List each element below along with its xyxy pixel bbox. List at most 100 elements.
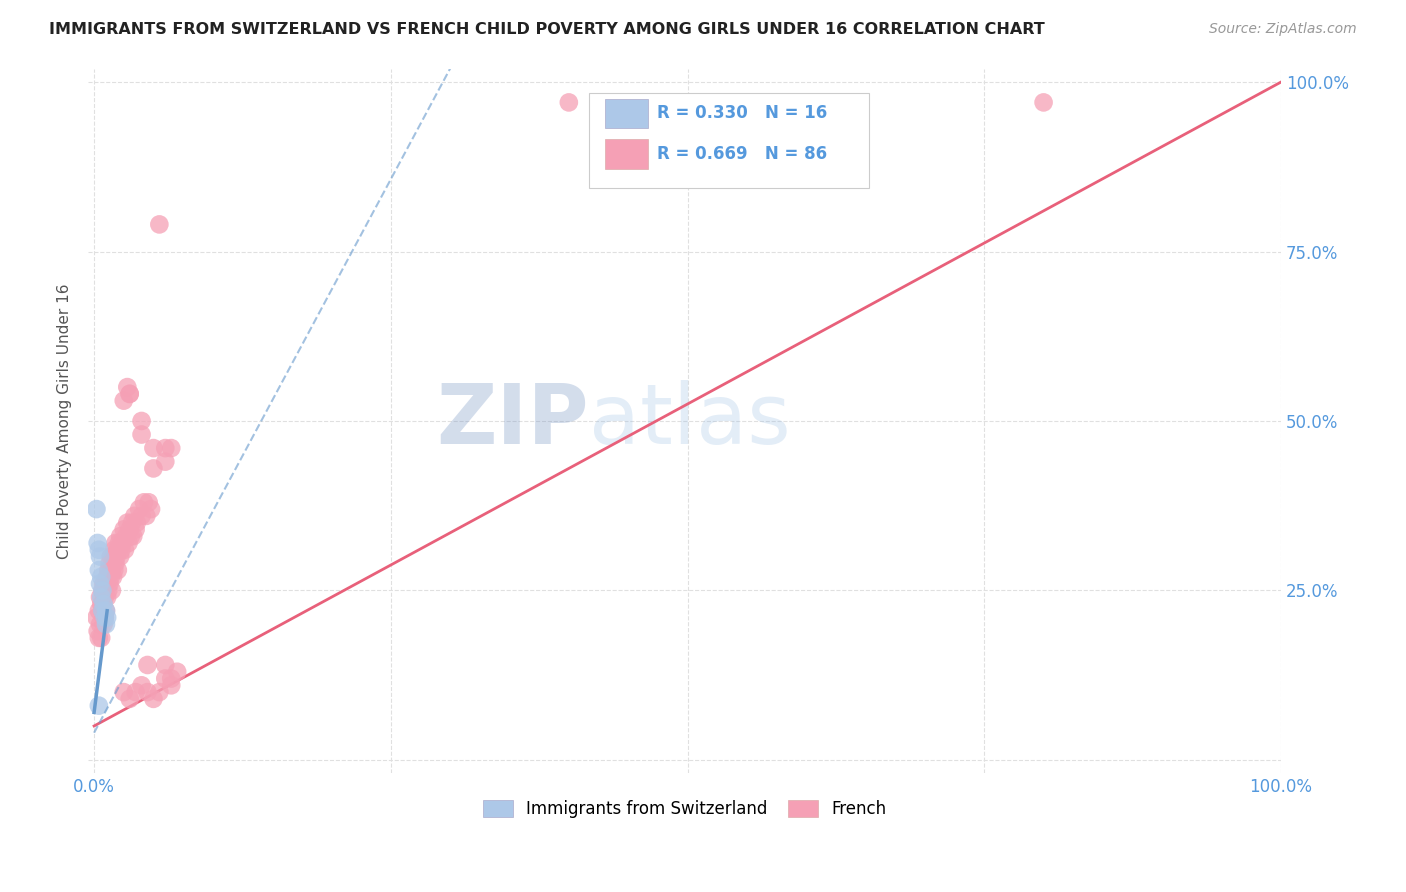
Point [91,583,114,598]
Point [101,549,124,564]
Point [86,610,108,624]
Point [90,570,112,584]
Point [96,610,118,624]
Point [89,576,111,591]
Point [105,549,128,564]
Point [125,516,148,530]
Point [100,570,122,584]
Point [93,576,115,591]
Point [117,380,139,394]
Point [115,529,138,543]
Point [124,508,146,523]
Point [87,563,110,577]
Point [558,95,581,110]
Point [93,597,115,611]
Point [96,591,118,605]
Point [138,495,160,509]
Point [90,591,112,605]
Point [91,583,114,598]
Point [98,576,121,591]
Point [89,549,111,564]
Point [86,536,108,550]
Point [94,576,117,591]
Point [117,516,139,530]
Point [122,529,145,543]
Point [108,549,131,564]
Point [112,523,135,537]
Point [94,591,117,605]
Point [128,502,150,516]
Point [148,685,170,699]
Point [86,502,108,516]
Point [118,523,141,537]
Point [131,427,153,442]
Point [136,657,159,672]
Point [118,691,141,706]
Point [103,563,125,577]
Point [135,508,157,523]
Point [124,523,146,537]
Point [86,624,108,639]
Text: R = 0.330   N = 16: R = 0.330 N = 16 [657,104,827,122]
Point [121,516,143,530]
Point [94,604,117,618]
FancyBboxPatch shape [605,99,648,128]
Point [114,542,136,557]
Point [87,542,110,557]
Point [91,604,114,618]
Point [148,218,170,232]
Point [93,617,115,632]
Text: IMMIGRANTS FROM SWITZERLAND VS FRENCH CHILD POVERTY AMONG GIRLS UNDER 16 CORRELA: IMMIGRANTS FROM SWITZERLAND VS FRENCH CH… [49,22,1045,37]
Point [101,563,124,577]
Point [107,542,129,557]
Point [111,536,134,550]
Point [108,536,131,550]
Point [87,698,110,713]
Point [166,665,188,679]
Point [131,678,153,692]
Point [142,461,165,475]
Text: atlas: atlas [589,381,792,461]
Point [136,685,159,699]
FancyBboxPatch shape [589,93,869,188]
Point [160,672,183,686]
Point [90,631,112,645]
Point [96,570,118,584]
Point [97,563,120,577]
Point [94,610,117,624]
Point [89,617,111,632]
Point [131,414,153,428]
Point [100,549,122,564]
Point [101,583,124,598]
Point [160,441,183,455]
Point [110,542,132,557]
Point [118,387,141,401]
Point [155,672,177,686]
Point [104,536,127,550]
Point [155,455,177,469]
Point [97,583,120,598]
Point [94,617,117,632]
Point [101,570,124,584]
Point [132,495,155,509]
Point [87,631,110,645]
FancyBboxPatch shape [605,139,648,169]
Point [124,685,146,699]
Point [131,508,153,523]
Legend: Immigrants from Switzerland, French: Immigrants from Switzerland, French [477,794,893,825]
Point [120,529,142,543]
Text: Source: ZipAtlas.com: Source: ZipAtlas.com [1209,22,1357,37]
Text: ZIP: ZIP [437,381,589,461]
Point [142,441,165,455]
Point [90,597,112,611]
Point [112,685,135,699]
Point [794,95,817,110]
Point [139,502,162,516]
Point [155,441,177,455]
Point [117,536,139,550]
Point [108,529,131,543]
Text: R = 0.669   N = 86: R = 0.669 N = 86 [657,145,827,163]
Point [89,591,111,605]
Point [94,610,117,624]
Point [98,557,121,571]
